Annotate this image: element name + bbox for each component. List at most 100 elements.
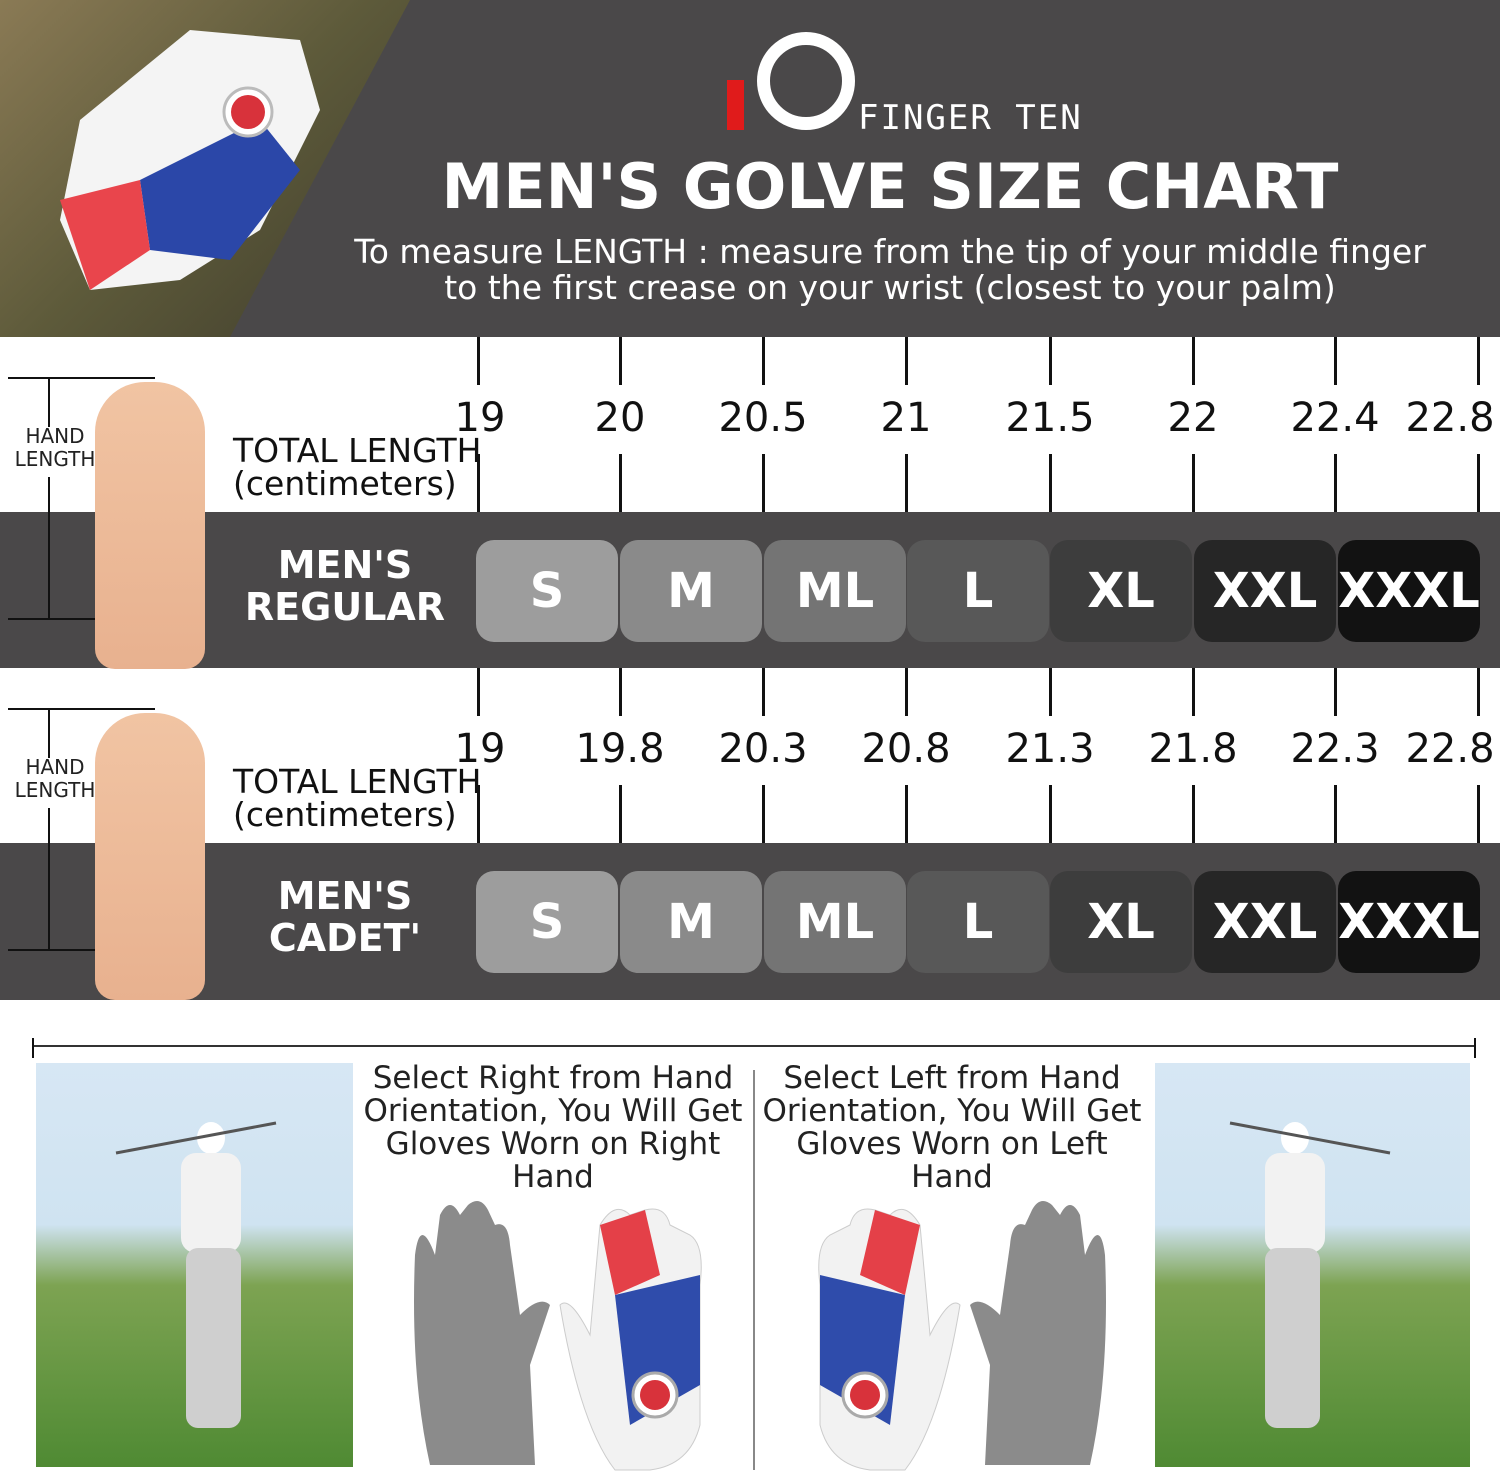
size-chip-xxxl: XXXL [1338,540,1480,642]
left-glove-illustration [818,1201,1106,1471]
size-chip-ml: ML [764,540,906,642]
center-divider [753,1070,755,1470]
length-value: 22.8 [1405,726,1495,772]
tick-mark [1192,337,1195,385]
page-title: MEN'S GOLVE SIZE CHART [441,150,1339,223]
length-value: 19 [454,726,506,772]
length-value: 19 [454,395,506,441]
length-value: 22.3 [1290,726,1380,772]
hand-length-label: HAND LENGTH [14,755,96,802]
size-chip-xxl: XXL [1194,540,1336,642]
tick-mark [1477,668,1480,716]
tick-mark [1049,668,1052,716]
tick-mark [1049,785,1052,843]
length-value: 20.8 [861,726,951,772]
tick-mark [619,785,622,843]
measure-bottom-line [8,618,172,620]
divider-cap [32,1038,34,1058]
tick-mark [762,785,765,843]
tick-mark [1477,785,1480,843]
hand-image [95,713,205,1000]
length-value: 20 [594,395,646,441]
unit-label: (centimeters) [233,464,457,503]
tick-mark [1192,668,1195,716]
tick-mark [905,785,908,843]
logo-bar [727,80,744,130]
measure-line [48,808,50,950]
size-chip-xl: XL [1050,871,1192,973]
size-chip-xxl: XXL [1194,871,1336,973]
tick-mark [1334,668,1337,716]
total-length-label: TOTAL LENGTH [233,762,482,801]
length-value: 21.3 [1005,726,1095,772]
tick-mark [1192,785,1195,843]
tick-mark [619,337,622,385]
header-banner: FINGER TEN MEN'S GOLVE SIZE CHART To mea… [0,0,1500,337]
length-value: 21 [880,395,932,441]
tick-mark [1477,337,1480,385]
divider-line [32,1045,1476,1047]
hand-image [95,382,205,669]
tick-mark [905,454,908,512]
measure-line [48,477,50,619]
tick-mark [1334,785,1337,843]
tick-mark [477,337,480,385]
size-chip-m: M [620,540,762,642]
measure-line [48,377,50,427]
measure-top-line [8,708,155,710]
size-chip-xl: XL [1050,540,1192,642]
logo-ring [757,32,855,130]
right-glove-illustration [414,1201,702,1471]
length-value: 21.8 [1148,726,1238,772]
length-value: 22.4 [1290,395,1380,441]
length-value: 20.5 [718,395,808,441]
tick-mark [1049,454,1052,512]
tick-mark [1192,454,1195,512]
length-value: 21.5 [1005,395,1095,441]
hand-length-label: HAND LENGTH [14,424,96,471]
tick-mark [762,668,765,716]
tick-mark [1049,337,1052,385]
brand-name: FINGER TEN [858,98,1083,138]
golfer-figure [1229,1121,1391,1428]
size-chip-xxxl: XXXL [1338,871,1480,973]
length-value: 22.8 [1405,395,1495,441]
left-hand-instruction: Select Left from Hand Orientation, You W… [762,1060,1142,1195]
tick-mark [619,668,622,716]
tick-mark [477,454,480,512]
size-chip-s: S [476,540,618,642]
gray-hand-icon [414,1201,550,1465]
length-value: 19.8 [575,726,665,772]
size-chip-l: L [907,871,1049,973]
size-chip-l: L [907,540,1049,642]
length-value: 22 [1167,395,1219,441]
regular-size-chart: HAND LENGTH TOTAL LENGTH (centimeters) MEN'… [0,337,1500,669]
flag-glove-image [60,30,320,290]
length-value: 20.3 [718,726,808,772]
tick-mark [1334,337,1337,385]
instruction-line-2: to the first crease on your wrist (close… [444,268,1336,307]
divider-cap [1474,1038,1476,1058]
golfer-photo-left [1155,1063,1470,1467]
golfer-figure [115,1121,277,1428]
golfer-photo-right [36,1063,353,1467]
unit-label: (centimeters) [233,795,457,834]
size-chip-s: S [476,871,618,973]
tick-mark [905,337,908,385]
right-hand-instruction: Select Right from Hand Orientation, You … [363,1060,743,1195]
size-chip-ml: ML [764,871,906,973]
measure-bottom-line [8,949,172,951]
size-chip-m: M [620,871,762,973]
tick-mark [762,454,765,512]
category-label: MEN'S REGULAR [244,543,446,629]
tick-mark [905,668,908,716]
cadet-size-chart: HAND LENGTH TOTAL LENGTH (centimeters) MEN'… [0,668,1500,1000]
category-label: MEN'S CADET' [268,874,422,960]
measure-top-line [8,377,155,379]
tick-mark [1334,454,1337,512]
total-length-label: TOTAL LENGTH [233,431,482,470]
tick-mark [477,668,480,716]
tick-mark [477,785,480,843]
tick-mark [619,454,622,512]
instruction-line-1: To measure LENGTH : measure from the tip… [354,232,1426,271]
